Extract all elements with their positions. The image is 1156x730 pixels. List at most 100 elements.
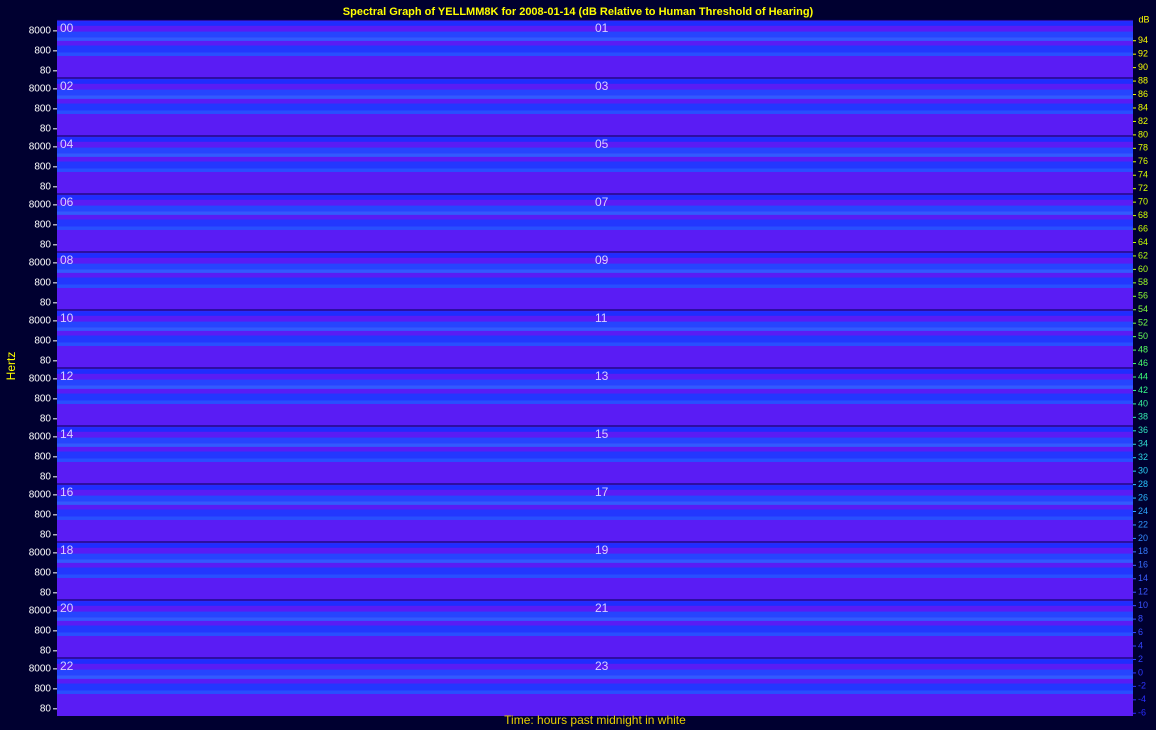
spectrum-band bbox=[57, 21, 1133, 26]
spectrum-band bbox=[57, 574, 1133, 578]
y-tick-label: 80 bbox=[40, 123, 52, 134]
spectrum-band bbox=[57, 161, 1133, 169]
hour-label: 23 bbox=[595, 659, 609, 673]
spectrum-band bbox=[57, 263, 1133, 270]
spectrum-band bbox=[57, 153, 1133, 157]
spectrum-band bbox=[57, 559, 1133, 563]
spectrum-band bbox=[57, 458, 1133, 462]
colorbar-tick-label: 30 bbox=[1138, 466, 1148, 476]
hour-label: 19 bbox=[595, 543, 609, 557]
spectrum-band bbox=[57, 567, 1133, 575]
spectrum-band bbox=[57, 37, 1133, 41]
hour-label: 02 bbox=[60, 79, 74, 93]
chart-title: Spectral Graph of YELLMM8K for 2008-01-1… bbox=[343, 6, 814, 18]
hour-label: 04 bbox=[60, 137, 74, 151]
spectrum-band bbox=[57, 485, 1133, 490]
y-tick-label: 8000 bbox=[29, 26, 52, 37]
colorbar-tick-label: 90 bbox=[1138, 62, 1148, 72]
colorbar-tick-label: 28 bbox=[1138, 479, 1148, 489]
y-tick-label: 8000 bbox=[29, 142, 52, 153]
colorbar-label: dB bbox=[1138, 14, 1149, 24]
y-tick-label: 8000 bbox=[29, 432, 52, 443]
spectrum-band bbox=[57, 95, 1133, 99]
hour-label: 15 bbox=[595, 427, 609, 441]
colorbar-tick-label: 50 bbox=[1138, 331, 1148, 341]
spectrum-band bbox=[57, 89, 1133, 96]
spectrum-band bbox=[57, 683, 1133, 691]
colorbar-tick-label: 70 bbox=[1138, 197, 1148, 207]
colorbar-tick-label: 92 bbox=[1138, 49, 1148, 59]
spectrum-band bbox=[57, 553, 1133, 560]
hour-label: 22 bbox=[60, 659, 74, 673]
y-tick-label: 8000 bbox=[29, 606, 52, 617]
spectrum-band bbox=[57, 501, 1133, 505]
y-tick-label: 80 bbox=[40, 239, 52, 250]
y-tick-label: 800 bbox=[34, 335, 51, 346]
y-tick-label: 800 bbox=[34, 277, 51, 288]
colorbar-tick-label: 10 bbox=[1138, 600, 1148, 610]
colorbar-tick-label: 58 bbox=[1138, 277, 1148, 287]
colorbar-tick-label: 72 bbox=[1138, 183, 1148, 193]
spectrum-band bbox=[57, 437, 1133, 444]
hour-label: 09 bbox=[595, 253, 609, 267]
hour-label: 01 bbox=[595, 21, 609, 35]
spectrum-band bbox=[57, 45, 1133, 53]
hour-label: 21 bbox=[595, 601, 609, 615]
spectrum-band bbox=[57, 79, 1133, 84]
spectrum-band bbox=[57, 335, 1133, 343]
hour-label: 07 bbox=[595, 195, 609, 209]
colorbar-tick-label: 6 bbox=[1138, 627, 1143, 637]
colorbar-tick-label: 14 bbox=[1138, 573, 1148, 583]
spectrum-band bbox=[57, 226, 1133, 230]
y-tick-label: 800 bbox=[34, 509, 51, 520]
hour-label: 20 bbox=[60, 601, 74, 615]
colorbar-tick-label: 54 bbox=[1138, 304, 1148, 314]
hour-label: 12 bbox=[60, 369, 74, 383]
colorbar-tick-label: 12 bbox=[1138, 587, 1148, 597]
spectrum-band bbox=[57, 110, 1133, 114]
colorbar-tick-label: 66 bbox=[1138, 223, 1148, 233]
y-tick-label: 800 bbox=[34, 683, 51, 694]
spectrum-band bbox=[57, 253, 1133, 258]
colorbar-tick-label: 24 bbox=[1138, 506, 1148, 516]
spectrum-band bbox=[57, 369, 1133, 374]
y-tick-label: 800 bbox=[34, 103, 51, 114]
spectrum-band bbox=[57, 495, 1133, 502]
y-tick-label: 80 bbox=[40, 355, 52, 366]
spectrum-band bbox=[57, 611, 1133, 618]
hour-label: 05 bbox=[595, 137, 609, 151]
colorbar-tick-label: 32 bbox=[1138, 452, 1148, 462]
spectrum-band bbox=[57, 327, 1133, 331]
colorbar-tick-label: 94 bbox=[1138, 35, 1148, 45]
y-tick-label: 800 bbox=[34, 625, 51, 636]
spectrum-band bbox=[57, 342, 1133, 346]
y-tick-label: 80 bbox=[40, 413, 52, 424]
colorbar-tick-label: 78 bbox=[1138, 143, 1148, 153]
colorbar-tick-label: -6 bbox=[1138, 708, 1146, 718]
spectrum-band bbox=[57, 168, 1133, 172]
hour-label: 16 bbox=[60, 485, 74, 499]
colorbar-tick-label: 74 bbox=[1138, 170, 1148, 180]
spectrum-band bbox=[57, 31, 1133, 38]
spectrum-band bbox=[57, 147, 1133, 154]
spectrum-band bbox=[57, 103, 1133, 111]
spectrum-band bbox=[57, 675, 1133, 679]
spectrum-band bbox=[57, 277, 1133, 285]
hour-label: 18 bbox=[60, 543, 74, 557]
colorbar-tick-label: 80 bbox=[1138, 129, 1148, 139]
spectrum-band bbox=[57, 137, 1133, 142]
y-tick-label: 800 bbox=[34, 219, 51, 230]
colorbar-tick-label: 76 bbox=[1138, 156, 1148, 166]
colorbar-tick-label: 0 bbox=[1138, 667, 1143, 677]
y-tick-label: 8000 bbox=[29, 374, 52, 385]
y-tick-label: 8000 bbox=[29, 316, 52, 327]
spectrum-band bbox=[57, 385, 1133, 389]
colorbar-tick-label: 44 bbox=[1138, 371, 1148, 381]
spectrum-band bbox=[57, 284, 1133, 288]
spectrum-band bbox=[57, 311, 1133, 316]
y-tick-label: 800 bbox=[34, 45, 51, 56]
x-axis-label: Time: hours past midnight in white bbox=[504, 713, 686, 727]
colorbar-tick-label: 56 bbox=[1138, 291, 1148, 301]
hour-label: 03 bbox=[595, 79, 609, 93]
colorbar-tick-label: 2 bbox=[1138, 654, 1143, 664]
